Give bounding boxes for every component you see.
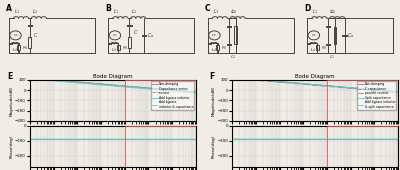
- Text: C: C: [205, 4, 210, 13]
- Text: $L_2$: $L_2$: [231, 7, 237, 15]
- Text: $v_s$: $v_s$: [212, 32, 217, 39]
- Y-axis label: Magnitude(dB): Magnitude(dB): [212, 85, 216, 116]
- Text: $v_s$: $v_s$: [12, 32, 18, 39]
- Text: $L_d$: $L_d$: [310, 46, 316, 54]
- Bar: [117, 45, 120, 50]
- Legend: Non-damping, Capacitance series
resistor, Add bypass inductor, Add bypass
induct: Non-damping, Capacitance series resistor…: [151, 81, 194, 110]
- Bar: [216, 45, 219, 50]
- Text: F: F: [209, 72, 214, 81]
- Text: $C_a$: $C_a$: [146, 31, 154, 40]
- Text: $C_1$: $C_1$: [230, 8, 236, 16]
- Text: E: E: [7, 72, 12, 81]
- Text: $L_d$: $L_d$: [211, 46, 217, 54]
- Text: $L_d$: $L_d$: [111, 46, 118, 54]
- Text: $C$: $C$: [133, 28, 138, 36]
- Text: $C_1$: $C_1$: [329, 8, 336, 16]
- Text: A: A: [6, 4, 12, 13]
- Text: $R_d$: $R_d$: [22, 44, 29, 52]
- Legend: Non-damping, C capacitance, parallel resistor, Split capacitance, Add bypass ind: Non-damping, C capacitance, parallel res…: [357, 81, 396, 110]
- Bar: [18, 45, 20, 50]
- Y-axis label: Magnitude(dB): Magnitude(dB): [10, 85, 14, 116]
- Bar: [234, 26, 237, 44]
- Text: $L_1$: $L_1$: [14, 7, 20, 15]
- Title: Bode Diagram: Bode Diagram: [295, 74, 335, 79]
- Y-axis label: Phase(deg): Phase(deg): [212, 134, 216, 158]
- Bar: [28, 38, 31, 48]
- Text: $L_1$: $L_1$: [213, 7, 220, 15]
- Bar: [128, 38, 131, 48]
- Text: D: D: [304, 4, 311, 13]
- Text: $v_s$: $v_s$: [112, 32, 118, 39]
- Bar: [316, 45, 318, 50]
- Text: $C_a$: $C_a$: [348, 31, 355, 40]
- Text: $L_1$: $L_1$: [114, 7, 120, 15]
- Text: $L_1$: $L_1$: [312, 7, 319, 15]
- Text: $R_d$: $R_d$: [221, 44, 228, 52]
- Text: $C_2$: $C_2$: [230, 53, 236, 61]
- Bar: [334, 27, 336, 44]
- Text: $v_s$: $v_s$: [311, 32, 317, 39]
- Text: $R_d$: $R_d$: [122, 44, 128, 52]
- Text: $L_2$: $L_2$: [330, 7, 337, 15]
- Text: B: B: [105, 4, 111, 13]
- Y-axis label: Phase(deg): Phase(deg): [10, 134, 14, 158]
- Text: $L_d$: $L_d$: [12, 46, 18, 54]
- Text: $R_d$: $R_d$: [320, 44, 327, 52]
- Text: $L_2$: $L_2$: [131, 7, 138, 15]
- Title: Bode Diagram: Bode Diagram: [93, 74, 133, 79]
- Text: $C$: $C$: [33, 31, 39, 39]
- Text: $L_2$: $L_2$: [32, 7, 38, 15]
- Text: $C_2$: $C_2$: [329, 53, 336, 61]
